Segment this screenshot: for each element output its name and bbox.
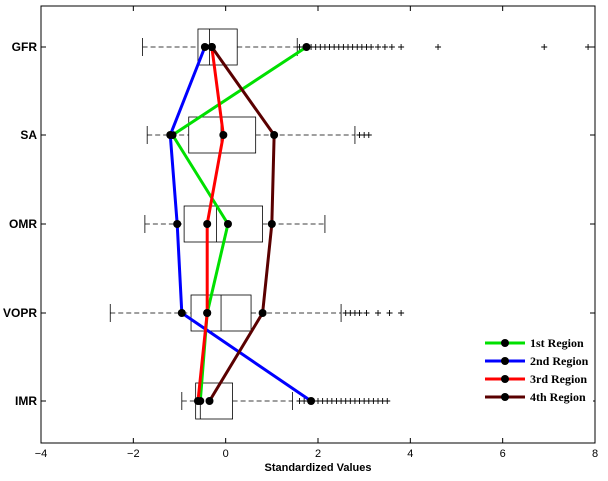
legend-swatch-marker bbox=[501, 339, 509, 347]
series-point bbox=[258, 309, 267, 317]
series-point bbox=[200, 43, 209, 51]
series-layer bbox=[166, 43, 316, 405]
category-label: GFR bbox=[12, 40, 38, 54]
outlier-marker bbox=[381, 44, 388, 50]
category-label: VOPR bbox=[3, 306, 37, 320]
series-point bbox=[166, 131, 175, 139]
outlier-marker bbox=[375, 44, 382, 50]
outlier-marker bbox=[398, 310, 405, 316]
series-point bbox=[270, 131, 279, 139]
series-point bbox=[173, 220, 182, 228]
outlier-marker bbox=[375, 310, 382, 316]
x-axis: −4 −2 0 2 4 6 8 bbox=[35, 6, 598, 460]
outlier-marker bbox=[356, 310, 363, 316]
outlier-marker bbox=[363, 310, 370, 316]
legend-swatch-marker bbox=[501, 357, 509, 365]
outlier-marker bbox=[435, 44, 442, 50]
box-iqr bbox=[183, 205, 263, 243]
box-vopr bbox=[109, 294, 405, 332]
x-tick-label: 2 bbox=[315, 448, 321, 460]
series-4 bbox=[205, 43, 279, 405]
x-tick-label: −4 bbox=[35, 448, 48, 460]
legend-item: 2nd Region bbox=[485, 354, 589, 368]
outlier-marker bbox=[368, 44, 375, 50]
legend-swatch-marker bbox=[501, 393, 509, 401]
category-label: OMR bbox=[9, 217, 37, 231]
series-2 bbox=[166, 43, 316, 405]
x-tick-label: 4 bbox=[407, 448, 413, 460]
outlier-marker bbox=[365, 132, 372, 138]
x-axis-title: Standardized Values bbox=[265, 462, 372, 474]
series-point bbox=[193, 397, 202, 405]
series-point bbox=[207, 43, 216, 51]
x-tick-label: 0 bbox=[223, 448, 229, 460]
legend-item: 4th Region bbox=[485, 390, 586, 404]
series-point bbox=[177, 309, 186, 317]
outlier-marker bbox=[541, 44, 548, 50]
legend-item: 1st Region bbox=[485, 336, 584, 350]
series-point bbox=[203, 309, 212, 317]
x-tick-label: 6 bbox=[500, 448, 506, 460]
x-tick-label: 8 bbox=[592, 448, 598, 460]
series-point bbox=[267, 220, 276, 228]
series-point bbox=[302, 43, 311, 51]
box-imr bbox=[181, 382, 391, 420]
legend: 1st Region 2nd Region 3rd Region 4th Region bbox=[478, 335, 593, 409]
series-3 bbox=[193, 43, 228, 405]
outlier-marker bbox=[384, 398, 391, 404]
y-axis: GFR SA OMR VOPR IMR bbox=[3, 40, 595, 408]
box-iqr bbox=[197, 28, 238, 66]
legend-item: 3rd Region bbox=[485, 372, 587, 386]
series-point bbox=[223, 220, 232, 228]
outlier-marker bbox=[398, 44, 405, 50]
category-label: SA bbox=[20, 128, 37, 142]
legend-swatch-marker bbox=[501, 375, 509, 383]
series-line bbox=[171, 45, 308, 402]
box-omr bbox=[144, 205, 326, 243]
category-label: IMR bbox=[15, 394, 37, 408]
x-tick-label: −2 bbox=[127, 448, 140, 460]
series-point bbox=[203, 220, 212, 228]
series-point bbox=[307, 397, 316, 405]
outlier-marker bbox=[388, 44, 395, 50]
series-point bbox=[205, 397, 214, 405]
legend-label: 4th Region bbox=[530, 390, 586, 404]
legend-label: 2nd Region bbox=[530, 354, 589, 368]
outlier-marker bbox=[386, 310, 393, 316]
series-point bbox=[219, 131, 228, 139]
legend-label: 1st Region bbox=[530, 336, 584, 350]
legend-label: 3rd Region bbox=[530, 372, 587, 386]
